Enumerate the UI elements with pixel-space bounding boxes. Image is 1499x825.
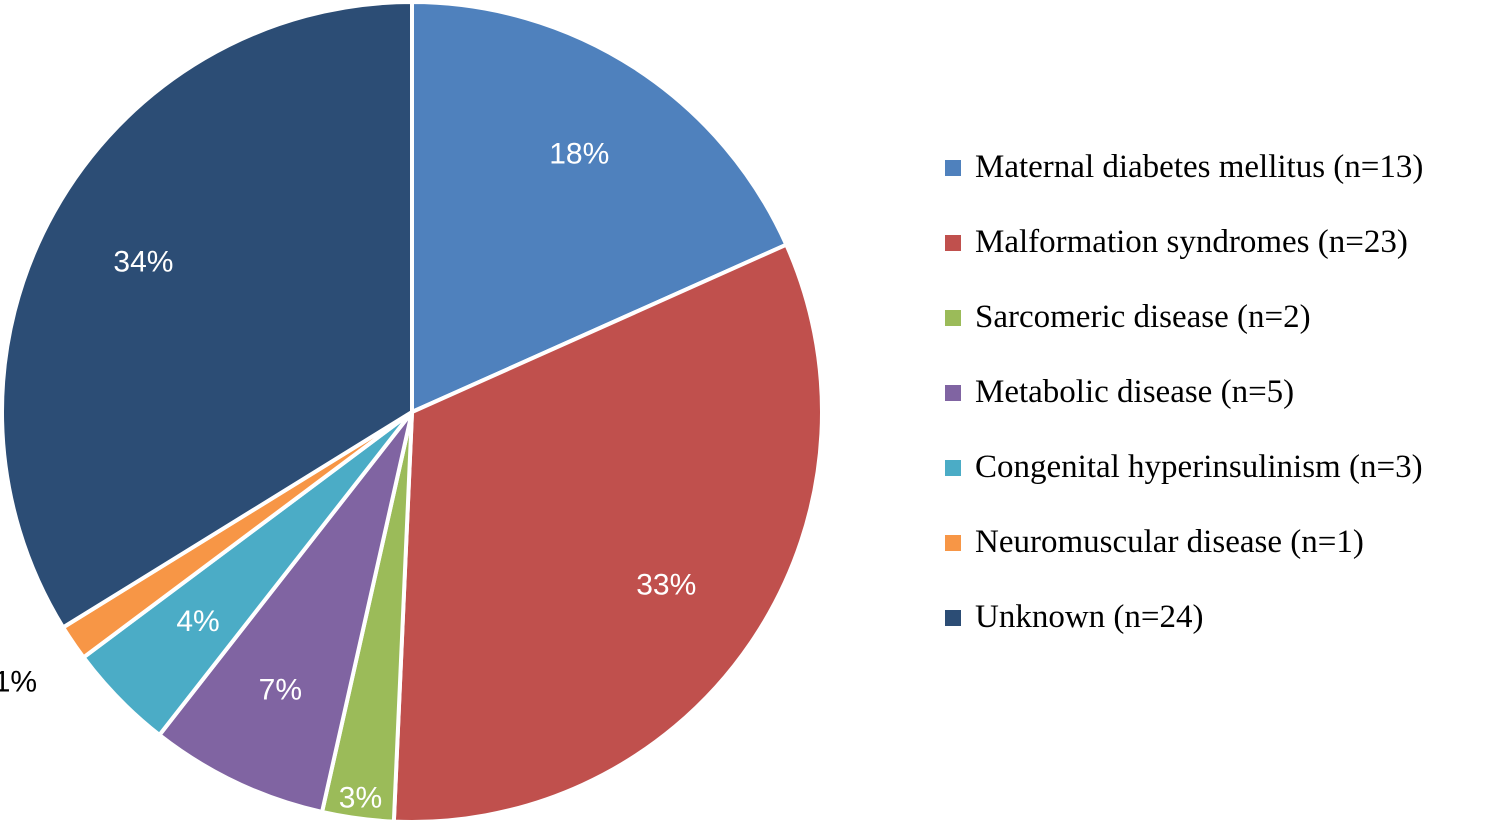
slice-percent-label: 34% [113,246,173,279]
legend-label: Neuromuscular disease (n=1) [975,524,1364,560]
legend-item: Sarcomeric disease (n=2) [945,280,1495,355]
legend-label: Congenital hyperinsulinism (n=3) [975,449,1423,485]
legend-swatch [945,309,961,326]
legend-item: Unknown (n=24) [945,580,1495,655]
legend-item: Congenital hyperinsulinism (n=3) [945,430,1495,505]
legend-swatch [945,609,961,626]
slice-percent-label: 33% [636,568,696,601]
legend-swatch [945,534,961,551]
slice-percent-label: 1% [0,665,37,698]
legend-swatch [945,234,961,251]
pie-slice [410,0,789,414]
legend-swatch [945,159,961,176]
legend-swatch [945,459,961,476]
legend-label: Maternal diabetes mellitus (n=13) [975,149,1424,185]
slice-percent-label: 18% [549,137,609,170]
legend-item: Malformation syndromes (n=23) [945,205,1495,280]
legend-label: Malformation syndromes (n=23) [975,224,1408,260]
legend-swatch [945,384,961,401]
legend-item: Maternal diabetes mellitus (n=13) [945,130,1495,205]
legend-item: Metabolic disease (n=5) [945,355,1495,430]
pie-slice [0,0,414,630]
slice-percent-label: 4% [176,605,219,638]
legend-label: Metabolic disease (n=5) [975,374,1295,410]
chart-legend: Maternal diabetes mellitus (n=13) Malform… [945,130,1495,655]
legend-label: Sarcomeric disease (n=2) [975,299,1311,335]
legend-label: Unknown (n=24) [975,599,1204,635]
pie-slice [157,410,414,815]
slice-percent-label: 7% [259,673,302,706]
pie-plot: 18% 33% 3% 7% 4% 1% 34% [0,0,824,824]
pie-slice [391,242,824,824]
legend-item: Neuromuscular disease (n=1) [945,505,1495,580]
slice-percent-label: 3% [339,782,382,815]
